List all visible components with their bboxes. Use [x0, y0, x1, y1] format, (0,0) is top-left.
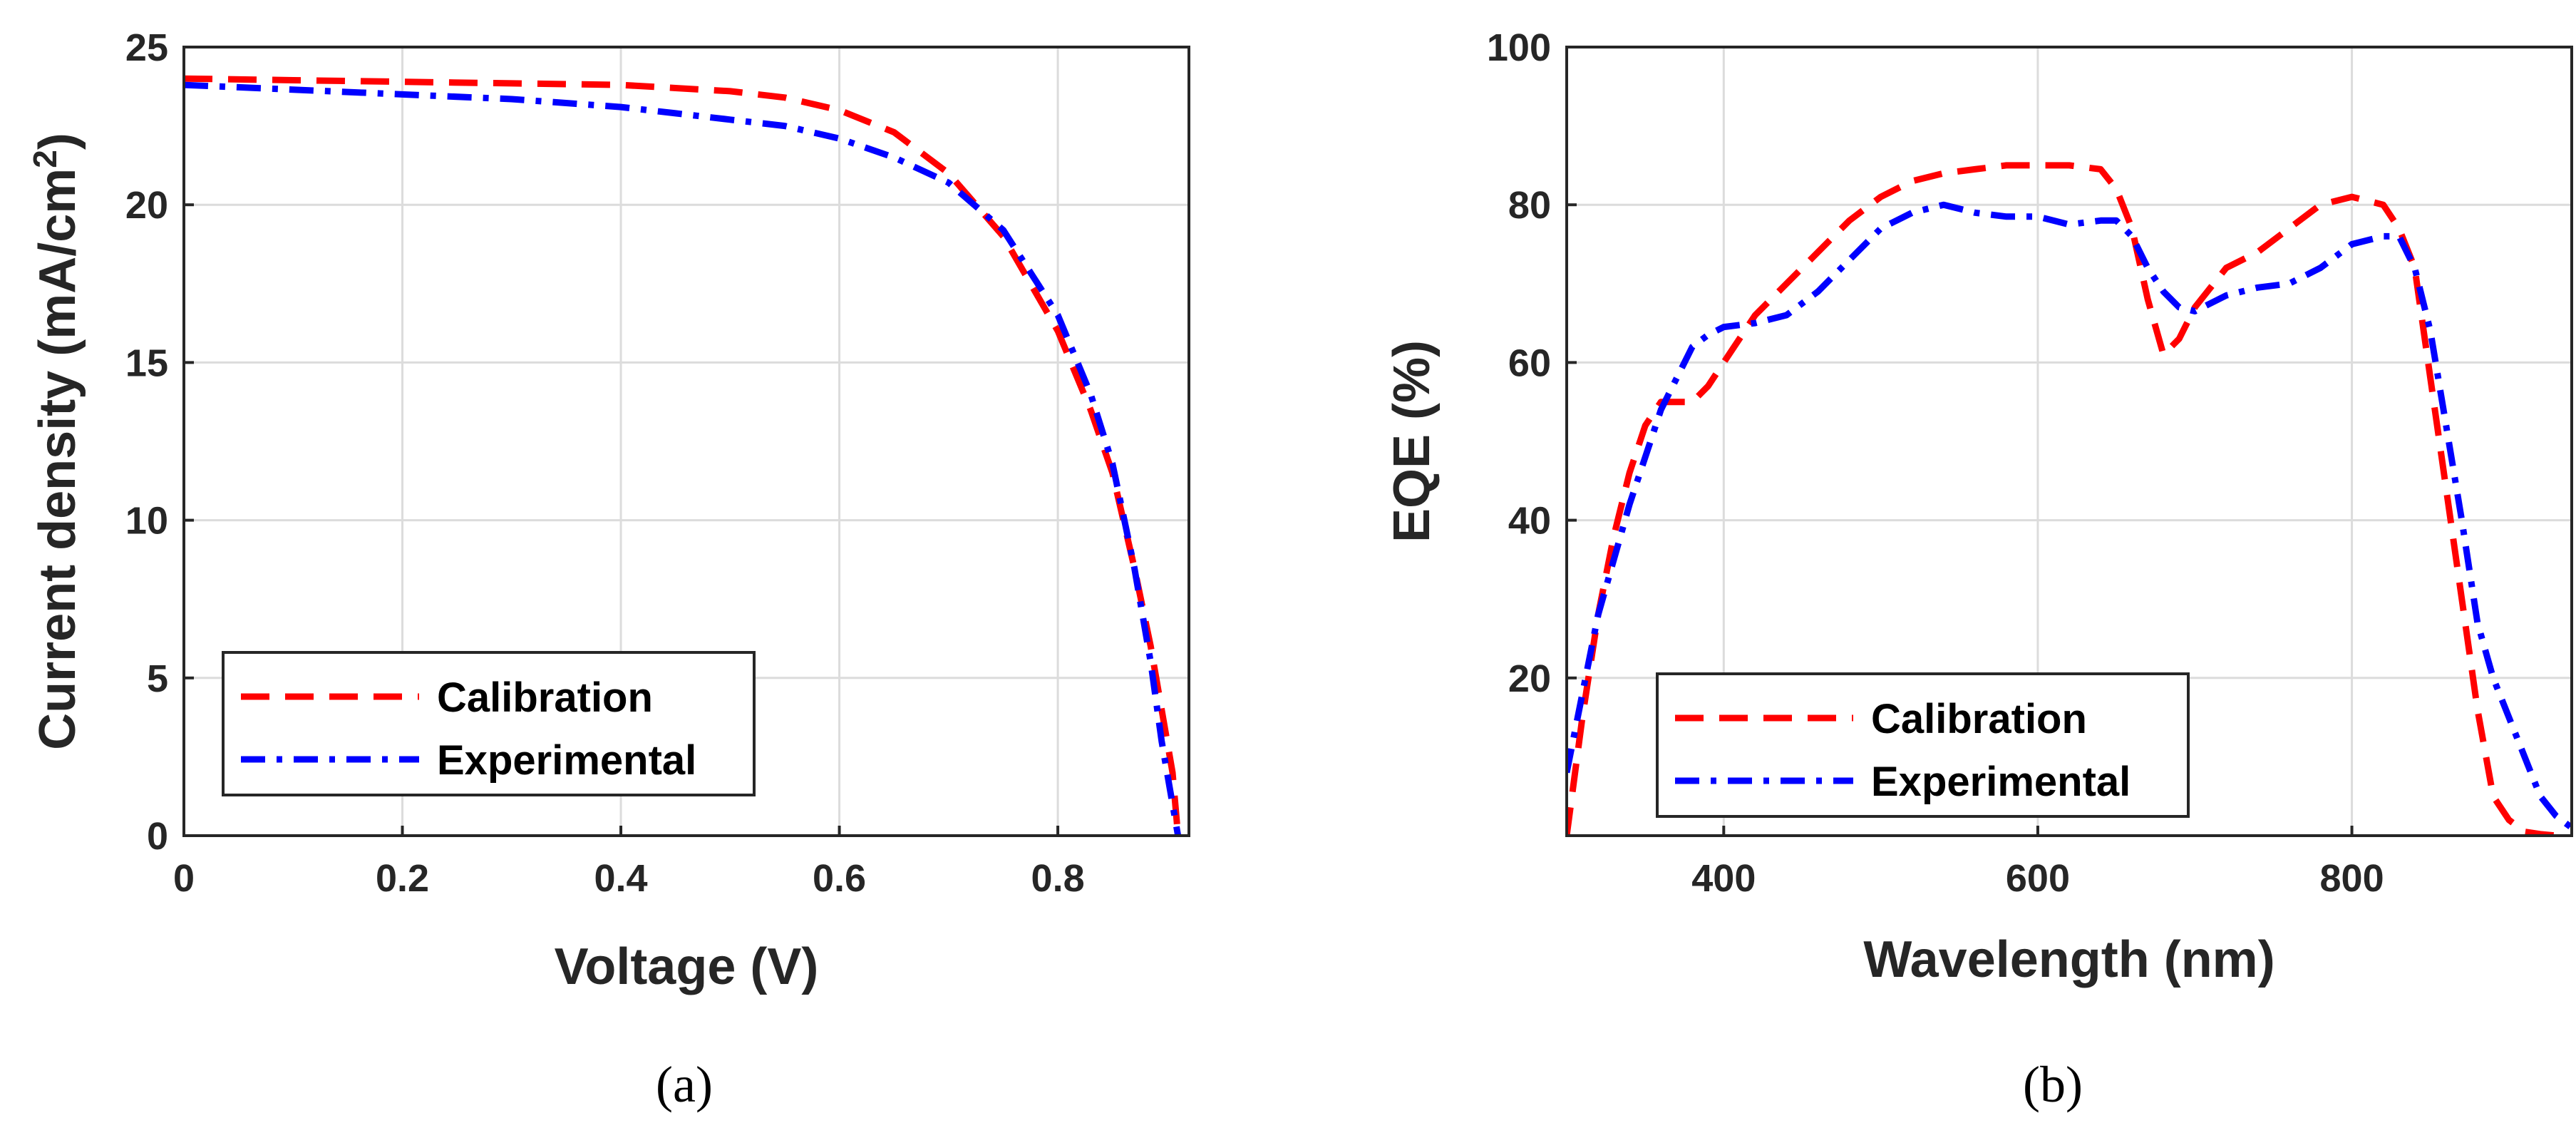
y-tick-label-b: 80 [1508, 184, 1551, 227]
x-tick-label-b: 800 [2320, 857, 2384, 900]
chart-panel-b: 400 600 800 20 40 60 80 100 Wavelength (nm) EQE… [1384, 26, 2573, 1113]
x-axis-label-a: Voltage (V) [555, 938, 819, 995]
y-tick-label-b: 60 [1508, 342, 1551, 384]
plot-frame-a [182, 46, 1190, 837]
caption-a: (a) [656, 1056, 713, 1113]
legend-label-calibration-b: Calibration [1871, 696, 2087, 742]
y-tick-label-a: 5 [147, 657, 168, 700]
y-tick-label-a: 10 [125, 500, 168, 543]
y-tick-label-a: 15 [125, 342, 168, 384]
chart-panel-a: 0 0.2 0.4 0.6 0.8 0 5 10 15 20 25 Voltage (V) Curr… [26, 26, 1190, 1113]
x-tick-label-a: 0.2 [376, 857, 429, 900]
series-a [184, 75, 1182, 836]
y-axis-label-a-end: ) [29, 133, 86, 150]
y-tick-label-a: 25 [125, 26, 168, 69]
y-axis-label-b: EQE (%) [1384, 340, 1441, 543]
y-axis-label-b-main: EQE (%) [1384, 340, 1441, 543]
x-tick-label-b: 600 [2006, 857, 2070, 900]
series-b [1567, 162, 2572, 836]
y-tick-label-b: 100 [1487, 26, 1551, 69]
series-line-experimental-a [184, 81, 1182, 836]
legend-label-calibration-a: Calibration [437, 675, 653, 721]
ticks-a: 0 0.2 0.4 0.6 0.8 0 5 10 15 20 25 [125, 26, 1085, 900]
y-axis-label-a-superscript: 2 [26, 150, 63, 168]
y-tick-label-a: 0 [147, 815, 168, 858]
y-tick-label-b: 20 [1508, 657, 1551, 700]
legend-box-a [222, 651, 756, 796]
legend-label-experimental-a: Experimental [437, 737, 696, 784]
plot-frame-b [1565, 46, 2573, 837]
legend-a: Calibration Experimental [222, 651, 756, 796]
y-tick-label-a: 20 [125, 184, 168, 227]
legend-b: Calibration Experimental [1656, 672, 2190, 818]
x-axis-label-b: Wavelength (nm) [1863, 931, 2274, 988]
x-tick-label-a: 0.6 [813, 857, 866, 900]
y-axis-label-a-main: Current density (mA/cm [29, 168, 86, 750]
series-line-calibration-b [1567, 162, 2557, 836]
series-line-experimental-b [1567, 201, 2572, 831]
caption-b: (b) [2023, 1056, 2083, 1113]
ticks-b: 400 600 800 20 40 60 80 100 [1487, 26, 2384, 900]
x-tick-label-b: 400 [1691, 857, 1756, 900]
x-tick-label-a: 0.4 [594, 857, 648, 900]
y-tick-label-b: 40 [1508, 500, 1551, 543]
legend-label-experimental-b: Experimental [1871, 759, 2131, 805]
x-tick-label-a: 0 [173, 857, 195, 900]
x-tick-label-a: 0.8 [1031, 857, 1085, 900]
y-axis-label-a: Current density (mA/cm2) [26, 133, 86, 750]
legend-box-b [1656, 672, 2190, 818]
